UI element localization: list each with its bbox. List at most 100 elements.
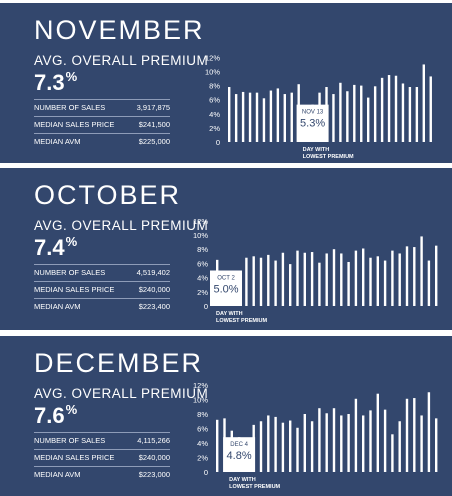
y-tick-label: 10% xyxy=(205,68,220,77)
stat-label: NUMBER OF SALES xyxy=(34,103,106,112)
premium-bar xyxy=(376,256,379,306)
stats-table: NUMBER OF SALES 4,115,266 MEDIAN SALES PR… xyxy=(34,432,170,483)
premium-bar xyxy=(369,410,372,472)
lowest-premium-value: 5.3% xyxy=(300,118,325,130)
y-tick-label: 2% xyxy=(197,454,208,463)
premium-bar xyxy=(354,398,358,472)
lowest-premium-caption: LOWEST PREMIUM xyxy=(216,318,267,324)
y-tick-label: 4% xyxy=(197,439,208,448)
premium-bar xyxy=(281,422,285,472)
y-tick-label: 8% xyxy=(197,245,208,254)
premium-bar xyxy=(405,398,409,472)
stat-value: $240,000 xyxy=(138,285,170,294)
premium-bar xyxy=(391,250,394,306)
premium-bar xyxy=(340,415,343,472)
y-tick-label: 6% xyxy=(197,259,208,268)
stats-table: NUMBER OF SALES 3,917,875 MEDIAN SALES PR… xyxy=(34,99,170,150)
stat-value: $223,400 xyxy=(138,302,170,311)
stat-row: MEDIAN SALES PRICE $240,000 xyxy=(34,449,170,466)
y-tick-label: 2% xyxy=(209,124,220,133)
stat-value: $240,000 xyxy=(138,453,170,462)
premium-bar xyxy=(383,409,387,472)
y-tick-label: 8% xyxy=(209,82,220,91)
premium-bar xyxy=(435,418,438,472)
lowest-premium-caption: DAY WITH xyxy=(216,311,243,317)
premium-bar xyxy=(234,94,238,142)
y-tick-label: 0 xyxy=(204,468,208,477)
premium-bar xyxy=(245,257,248,306)
premium-bar xyxy=(362,248,365,306)
premium-bar xyxy=(332,94,335,142)
premium-bar xyxy=(252,256,255,306)
y-tick-label: 0 xyxy=(216,138,220,147)
stat-row: MEDIAN SALES PRICE $241,500 xyxy=(34,116,170,133)
month-title: NOVEMBER xyxy=(34,15,205,45)
lowest-premium-caption: DAY WITH xyxy=(229,477,256,483)
premium-bar xyxy=(216,419,219,472)
premium-bar-chart: 12% 10% 8% 6% 4% 2% 0 NOV 13 5.3% DAY WITHLOWEST … xyxy=(205,53,432,160)
premium-bar xyxy=(303,414,306,472)
premium-bar xyxy=(420,236,423,306)
premium-bar xyxy=(435,245,438,306)
stat-value: $225,000 xyxy=(138,137,170,146)
y-tick-label: 12% xyxy=(193,381,208,390)
premium-bar xyxy=(274,260,277,306)
stat-label: MEDIAN SALES PRICE xyxy=(34,120,115,129)
lowest-premium-caption: LOWEST PREMIUM xyxy=(303,154,354,160)
premium-bar xyxy=(420,415,423,472)
lowest-premium-value: 4.8% xyxy=(227,450,252,462)
premium-bar xyxy=(267,254,270,306)
stat-value: 4,115,266 xyxy=(137,436,170,445)
percent-sign: % xyxy=(65,69,78,84)
month-title: DECEMBER xyxy=(34,348,204,378)
stat-row: NUMBER OF SALES 4,519,402 xyxy=(34,264,170,281)
premium-bar xyxy=(362,415,365,472)
premium-bar xyxy=(259,421,263,472)
stat-label: NUMBER OF SALES xyxy=(34,268,106,277)
y-tick-label: 4% xyxy=(209,110,220,119)
premium-bar xyxy=(303,252,306,306)
premium-bar xyxy=(427,260,431,306)
lowest-premium-value: 5.0% xyxy=(213,284,238,296)
avg-premium-value: 7.4% xyxy=(34,234,77,261)
y-tick-label: 10% xyxy=(193,396,208,405)
premium-bar xyxy=(310,421,314,472)
premium-bar xyxy=(415,87,419,142)
premium-bar xyxy=(248,92,252,142)
percent-sign: % xyxy=(65,402,78,417)
premium-bar xyxy=(391,434,394,472)
premium-bar xyxy=(427,392,431,472)
panel-october: OCTOBER AVG. OVERALL PREMIUM 7.4% NUMBER… xyxy=(0,168,452,330)
stat-label: MEDIAN SALES PRICE xyxy=(34,453,115,462)
y-tick-label: 0 xyxy=(204,302,208,311)
stat-row: MEDIAN AVM $223,000 xyxy=(34,466,170,483)
y-tick-label: 6% xyxy=(197,425,208,434)
avg-premium-label: AVG. OVERALL PREMIUM xyxy=(34,218,209,233)
lowest-premium-callout xyxy=(210,270,242,306)
premium-bar xyxy=(354,250,358,306)
stat-label: MEDIAN AVM xyxy=(34,470,81,479)
premium-bar xyxy=(401,83,405,142)
premium-bar xyxy=(310,252,314,306)
premium-bar xyxy=(347,261,350,306)
premium-bar xyxy=(281,252,285,306)
premium-bar xyxy=(340,253,343,306)
lowest-premium-callout xyxy=(223,437,256,472)
premium-bar xyxy=(376,393,379,472)
premium-bar xyxy=(296,250,299,306)
avg-premium-label: AVG. OVERALL PREMIUM xyxy=(34,53,209,68)
lowest-premium-date: DEC 4 xyxy=(230,442,248,448)
premium-bar xyxy=(318,408,321,472)
premium-bar xyxy=(267,415,270,472)
premium-bar xyxy=(413,398,416,472)
stat-label: MEDIAN SALES PRICE xyxy=(34,285,115,294)
premium-bar xyxy=(405,246,409,306)
stats-table: NUMBER OF SALES 4,519,402 MEDIAN SALES PR… xyxy=(34,264,170,315)
premium-bar xyxy=(422,64,425,142)
stat-label: MEDIAN AVM xyxy=(34,137,81,146)
premium-bar xyxy=(369,257,372,306)
premium-bar xyxy=(325,413,328,472)
premium-bar xyxy=(398,253,401,306)
